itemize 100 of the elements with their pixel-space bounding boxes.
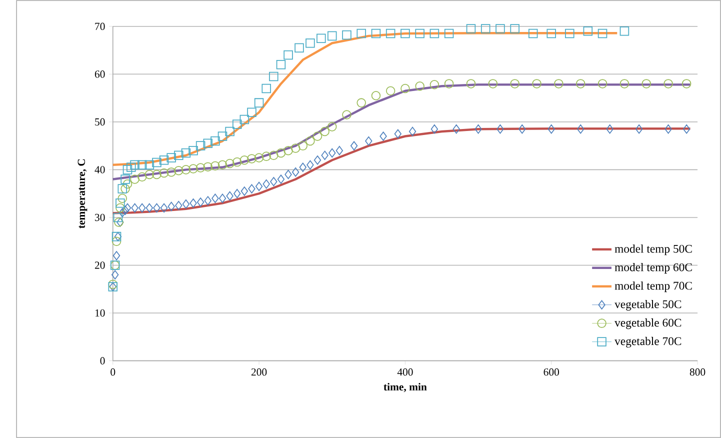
y-axis-title: temperature, C bbox=[78, 159, 88, 228]
point bbox=[262, 179, 270, 189]
point bbox=[116, 198, 125, 208]
point bbox=[159, 156, 169, 165]
point bbox=[290, 144, 300, 153]
x-axis-title: time, min bbox=[384, 383, 427, 392]
point bbox=[116, 218, 124, 227]
point bbox=[606, 124, 614, 134]
x-tick-label: 400 bbox=[397, 368, 413, 376]
point bbox=[166, 167, 176, 177]
point bbox=[565, 28, 574, 38]
point bbox=[664, 124, 672, 134]
point bbox=[196, 163, 206, 172]
point bbox=[240, 156, 250, 165]
point bbox=[175, 200, 182, 210]
point bbox=[114, 218, 124, 227]
point bbox=[168, 202, 175, 212]
point bbox=[204, 196, 212, 206]
x-tick-label: 800 bbox=[690, 368, 706, 376]
point bbox=[120, 174, 130, 184]
point bbox=[635, 124, 643, 134]
point bbox=[270, 177, 278, 186]
y-tick-label: 0 bbox=[100, 357, 105, 364]
point bbox=[577, 124, 584, 134]
legend-label: model temp 70C bbox=[614, 281, 692, 292]
point bbox=[111, 270, 119, 280]
point bbox=[299, 162, 306, 172]
point bbox=[298, 141, 308, 150]
point bbox=[466, 24, 476, 34]
point bbox=[276, 148, 286, 158]
point bbox=[124, 203, 132, 213]
legend-label: model temp 50C bbox=[614, 244, 692, 256]
point bbox=[138, 203, 146, 213]
point bbox=[415, 81, 424, 91]
point bbox=[518, 124, 526, 134]
point bbox=[203, 138, 213, 148]
point bbox=[247, 154, 256, 164]
point bbox=[210, 136, 220, 146]
point bbox=[342, 110, 352, 120]
point bbox=[320, 126, 330, 136]
point bbox=[232, 157, 242, 167]
point bbox=[203, 162, 213, 172]
point bbox=[327, 122, 337, 132]
point bbox=[144, 170, 154, 180]
point bbox=[576, 79, 586, 88]
point bbox=[394, 129, 402, 138]
point bbox=[294, 43, 304, 53]
point bbox=[126, 162, 136, 172]
point bbox=[620, 26, 630, 36]
point bbox=[386, 86, 396, 96]
point bbox=[122, 179, 132, 189]
point bbox=[116, 203, 125, 213]
point bbox=[682, 79, 692, 88]
point bbox=[474, 124, 482, 134]
y-tick-label: 60 bbox=[94, 70, 105, 78]
point bbox=[356, 28, 366, 38]
point bbox=[112, 236, 122, 246]
point bbox=[254, 98, 264, 108]
point bbox=[408, 126, 416, 136]
point bbox=[336, 146, 344, 156]
x-tick-label: 0 bbox=[110, 368, 116, 376]
point bbox=[356, 98, 366, 108]
point bbox=[327, 31, 337, 41]
point bbox=[415, 28, 424, 38]
point bbox=[182, 199, 190, 209]
point bbox=[430, 80, 440, 90]
point bbox=[380, 132, 387, 141]
point bbox=[306, 38, 315, 48]
y-tick-label: 10 bbox=[95, 309, 105, 317]
y-tick-label: 30 bbox=[95, 214, 105, 222]
point bbox=[113, 212, 123, 222]
y-tick-label: 20 bbox=[94, 262, 105, 269]
point bbox=[210, 161, 220, 170]
point bbox=[181, 148, 191, 158]
point bbox=[269, 72, 278, 82]
point bbox=[174, 150, 184, 160]
point bbox=[226, 191, 234, 201]
point bbox=[190, 198, 197, 208]
point bbox=[642, 79, 652, 88]
point bbox=[496, 24, 505, 34]
point bbox=[225, 126, 234, 136]
point bbox=[218, 132, 228, 141]
point bbox=[130, 160, 140, 170]
point bbox=[112, 251, 120, 260]
point bbox=[122, 206, 129, 215]
point bbox=[316, 34, 326, 43]
point bbox=[146, 203, 153, 213]
x-tick-label: 600 bbox=[544, 368, 559, 376]
point bbox=[247, 108, 256, 117]
point bbox=[160, 203, 168, 213]
point bbox=[188, 146, 198, 156]
point bbox=[277, 174, 285, 184]
point bbox=[196, 141, 206, 150]
legend-label: vegetable 50C bbox=[614, 300, 682, 311]
point bbox=[292, 167, 300, 177]
point bbox=[496, 124, 504, 134]
point bbox=[306, 160, 314, 170]
point bbox=[510, 24, 520, 34]
point bbox=[682, 124, 690, 134]
point bbox=[159, 168, 169, 178]
